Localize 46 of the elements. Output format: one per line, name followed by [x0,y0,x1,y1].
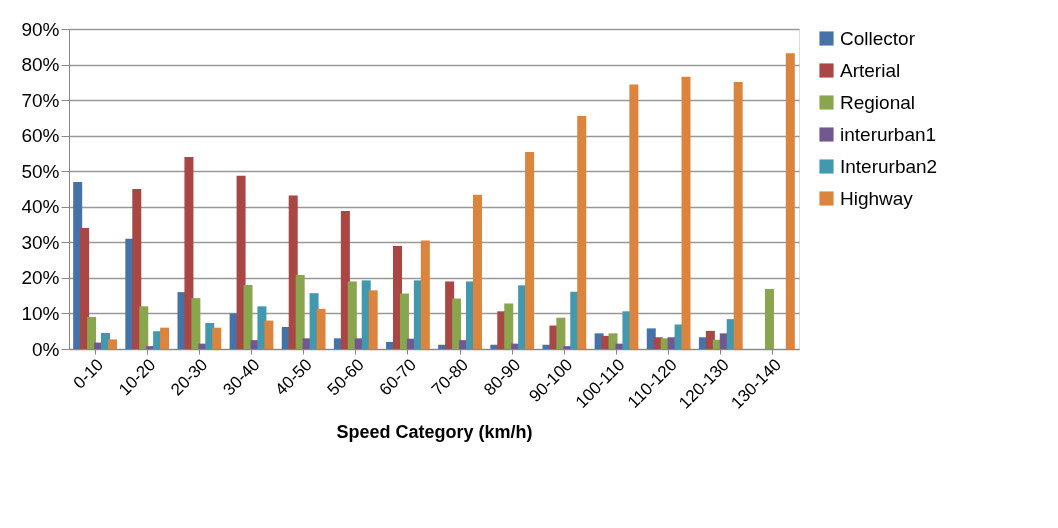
bar [452,298,462,349]
y-tick-label: 10% [21,302,60,324]
bar [87,317,97,349]
bar [139,306,149,349]
bar [556,317,566,349]
bar [264,320,274,349]
legend-label: interurban1 [840,123,937,145]
y-tick-label: 80% [21,54,60,76]
legend-label: Interurban2 [840,155,938,177]
bar [295,275,305,349]
bar [785,53,795,349]
bar [160,327,170,349]
legend-label: Highway [840,187,914,209]
bar [191,298,201,349]
bar [629,84,639,349]
bar [525,152,535,349]
bar [420,240,430,349]
bar [681,76,691,349]
bar [399,293,409,349]
y-tick-label: 90% [21,18,60,40]
bar [80,228,90,349]
bar [132,189,142,349]
bar [733,81,743,349]
y-tick-label: 40% [21,196,60,218]
legend-label: Arterial [840,59,901,81]
y-tick-label: 70% [21,89,60,111]
legend-label: Regional [840,91,915,113]
y-tick-label: 0% [32,338,60,360]
bar [107,339,117,349]
bar [347,281,357,349]
y-tick-label: 30% [21,231,60,253]
bar [212,327,222,349]
bar [577,116,587,349]
bar [504,303,514,349]
y-tick-label: 20% [21,267,60,289]
bar [764,288,774,349]
bar [472,194,482,349]
x-axis-title: Speed Category (km/h) [336,421,533,442]
bar [236,175,246,349]
bar [184,157,194,349]
legend-label: Collector [840,27,916,49]
bar [368,290,378,349]
y-tick-label: 50% [21,160,60,182]
bar [316,308,326,349]
bar [243,285,253,349]
y-tick-label: 60% [21,125,60,147]
